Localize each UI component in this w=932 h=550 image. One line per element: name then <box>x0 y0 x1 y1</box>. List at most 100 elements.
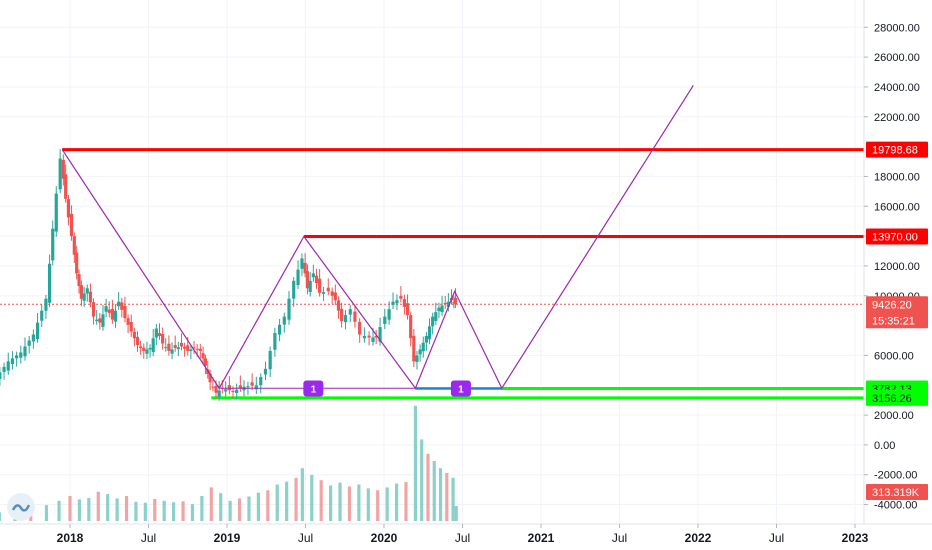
candle-body <box>227 385 231 391</box>
volume-bar <box>44 505 49 521</box>
candle-body <box>303 262 307 274</box>
x-tick-label: Jul <box>298 531 313 545</box>
horizontal-levels[interactable] <box>0 148 864 400</box>
candle-body <box>254 385 258 390</box>
candle-body <box>61 159 65 179</box>
candle-body <box>305 271 310 289</box>
candle-body <box>98 318 102 323</box>
level-tag-label: 3156.26 <box>872 393 912 405</box>
candle-body <box>277 324 282 335</box>
candle-body <box>231 390 235 392</box>
candle-body <box>421 342 425 352</box>
candle-body <box>10 358 15 365</box>
candle-body <box>211 386 215 388</box>
candle-body <box>161 333 165 344</box>
volume-bar <box>426 453 430 521</box>
badge <box>450 380 471 397</box>
candle-body <box>35 322 40 340</box>
y-tick-label: 18000.00 <box>874 171 920 183</box>
candle-body <box>151 338 155 353</box>
x-tick-label: 2019 <box>214 531 241 545</box>
countdown-label: 15:35:21 <box>872 315 915 327</box>
badge-label: 1 <box>458 385 464 396</box>
candle-body <box>110 308 114 320</box>
candle-body <box>300 258 304 269</box>
candle-body <box>47 263 52 303</box>
candle-body <box>82 293 86 301</box>
volume-bar <box>77 499 82 521</box>
candle-body <box>154 328 158 338</box>
candle-body <box>333 292 337 301</box>
volume-bar <box>181 501 185 521</box>
volume-bar <box>310 474 314 521</box>
candle-body <box>431 316 435 327</box>
candle-body <box>246 386 250 388</box>
candle-body <box>95 319 99 321</box>
candle-body <box>292 280 296 299</box>
candle-body <box>358 321 362 335</box>
candle-body <box>340 308 344 322</box>
volume-bar <box>143 502 147 521</box>
volume-bar <box>357 484 361 521</box>
candle-body <box>348 309 352 315</box>
y-tick-label: 28000.00 <box>874 22 920 34</box>
candle-body <box>318 278 322 293</box>
candle-body <box>367 335 371 338</box>
candle-body <box>250 382 254 386</box>
candle-body <box>405 303 410 316</box>
tradingview-logo-icon[interactable] <box>7 493 35 521</box>
candle-body <box>27 340 31 346</box>
candle-body <box>54 193 58 232</box>
badge <box>303 380 324 397</box>
volume-bar <box>266 490 270 521</box>
volume-bar <box>57 500 61 521</box>
volume-tag-label: 313.319K <box>872 487 920 499</box>
candle-body <box>75 252 79 274</box>
candle-body <box>268 350 272 370</box>
candle-body <box>224 389 228 392</box>
candle-body <box>383 316 387 324</box>
candle-body <box>126 318 130 325</box>
volume-bar <box>454 505 458 521</box>
candle-body <box>443 302 447 304</box>
candle-body <box>189 349 193 351</box>
volume-tag <box>866 484 928 500</box>
candle-body <box>91 302 96 317</box>
candle-body <box>446 301 450 307</box>
volume-bar <box>394 483 399 521</box>
candle-body <box>132 331 136 339</box>
volume-bar <box>134 501 138 521</box>
volume-bar <box>200 496 204 521</box>
candle-body <box>173 345 177 348</box>
time-axis[interactable]: 2018 Jul 2019 Jul 2020 Jul 2021 Jul 2022 Jul 2023 <box>57 524 869 545</box>
candle-body <box>31 334 35 342</box>
volume-bar <box>413 405 417 521</box>
candle-body <box>85 288 89 294</box>
candle-body <box>164 347 168 349</box>
y-tick-label: 6000.00 <box>874 350 914 362</box>
candle-body <box>415 355 419 362</box>
candle-body <box>79 285 83 299</box>
x-tick-label: Jul <box>612 531 627 545</box>
candle-body <box>362 336 366 339</box>
y-tick-label: 12000.00 <box>874 261 920 273</box>
candle-body <box>179 342 184 347</box>
candle-body <box>374 335 378 338</box>
price-axis[interactable]: 28000.00 26000.00 24000.00 22000.00 18000.00… <box>864 22 920 512</box>
candle-body <box>453 297 458 305</box>
candle-body <box>148 347 152 350</box>
y-tick-label: 2000.00 <box>874 410 914 422</box>
grid <box>0 0 864 524</box>
y-tick-label: -4000.00 <box>874 500 917 512</box>
candle-body <box>15 355 19 359</box>
x-tick-label: Jul <box>769 531 784 545</box>
volume-histogram <box>0 405 458 521</box>
volume-bar <box>432 461 436 521</box>
candle-body <box>391 301 395 305</box>
volume-bar <box>0 512 1 521</box>
candle-body <box>208 373 212 383</box>
candle-body <box>235 389 239 394</box>
candle-body <box>170 349 174 354</box>
